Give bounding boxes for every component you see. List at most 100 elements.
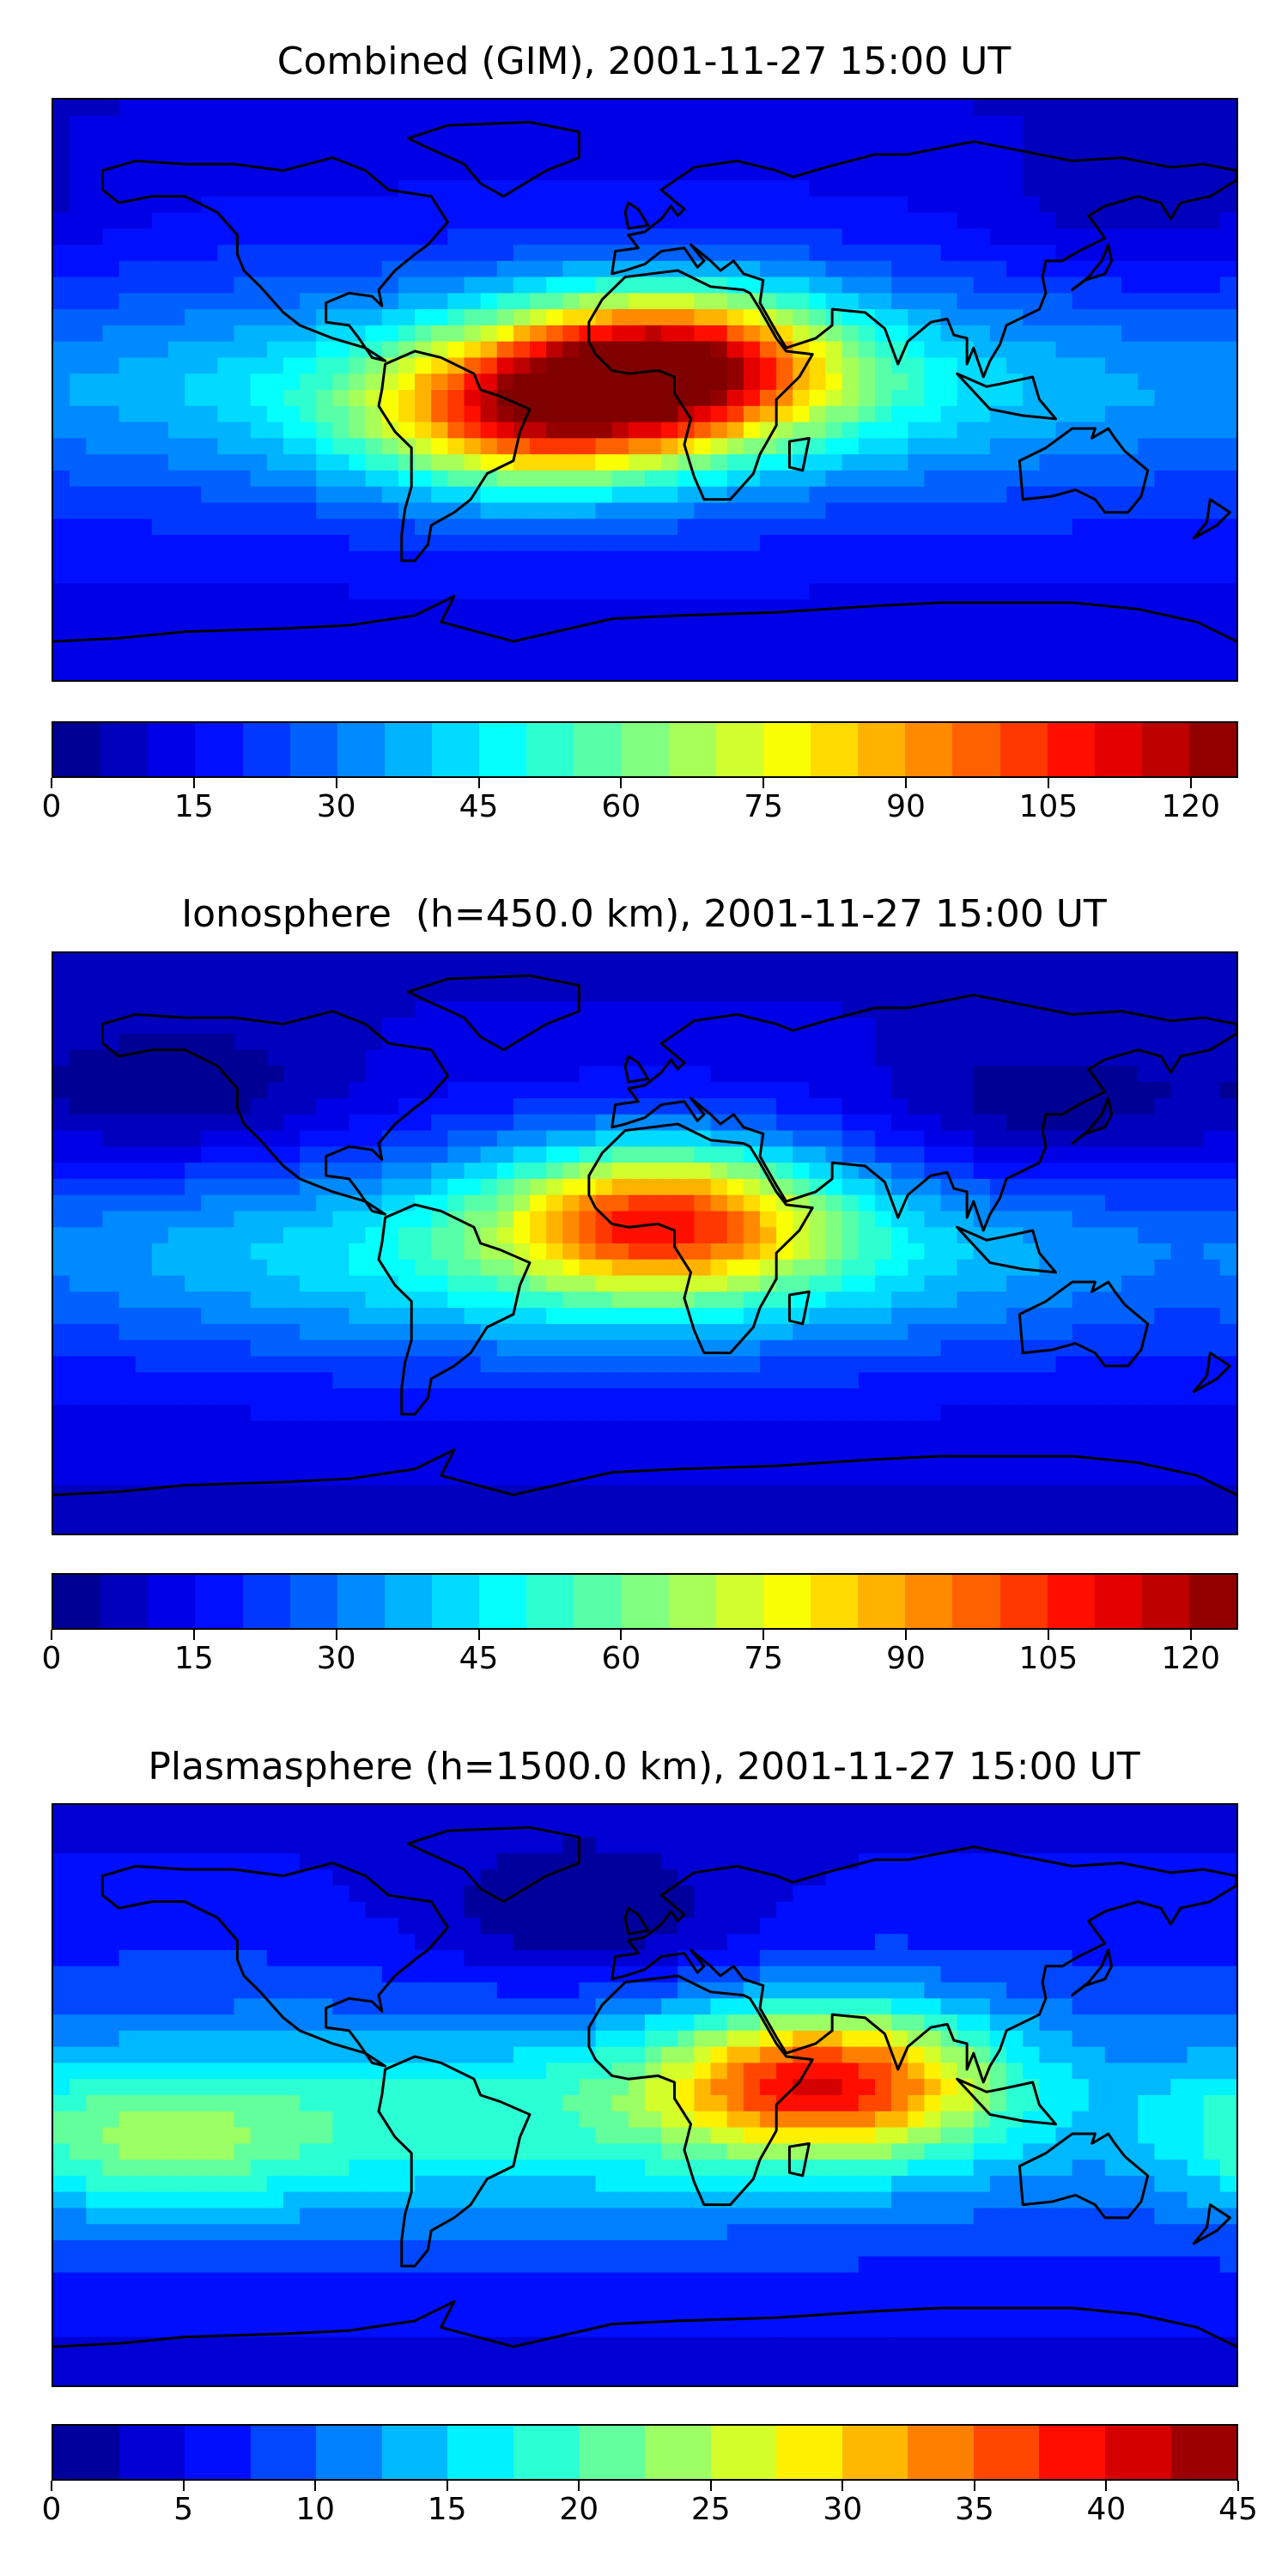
heatmap-cell	[1006, 245, 1024, 262]
heatmap-cell	[135, 583, 153, 600]
heatmap-cell	[973, 1356, 991, 1374]
heatmap-cell	[480, 1404, 498, 1422]
heatmap-cell	[201, 1001, 219, 1018]
heatmap-cell	[661, 1275, 679, 1293]
heatmap-cell	[579, 1404, 597, 1422]
heatmap-cell	[1138, 599, 1156, 617]
heatmap-cell	[940, 438, 958, 455]
heatmap-cell	[381, 1082, 399, 1099]
heatmap-cell	[595, 535, 613, 552]
heatmap-cell	[496, 1275, 514, 1293]
heatmap-cell	[661, 599, 679, 617]
heatmap-cell	[1138, 276, 1156, 295]
heatmap-cell	[86, 390, 104, 407]
heatmap-cell	[710, 1291, 728, 1309]
heatmap-cell	[86, 664, 104, 680]
heatmap-cell	[316, 454, 334, 471]
heatmap-cell	[726, 1323, 744, 1341]
heatmap-cell	[135, 357, 153, 375]
heatmap-cell	[973, 953, 991, 970]
heatmap-cell	[628, 293, 646, 310]
heatmap-cell	[924, 1098, 942, 1115]
heatmap-cell	[1187, 1308, 1205, 1325]
heatmap-cell	[957, 1018, 975, 1035]
heatmap-cell	[201, 1227, 219, 1244]
heatmap-cell	[759, 179, 777, 197]
heatmap-cell	[940, 260, 958, 278]
heatmap-cell	[825, 276, 843, 295]
heatmap-cell	[957, 1001, 975, 1018]
heatmap-cell	[989, 454, 1007, 471]
heatmap-cell	[365, 969, 383, 987]
heatmap-cell	[201, 1049, 219, 1067]
heatmap-cell	[858, 1243, 876, 1261]
heatmap-cell	[611, 1259, 629, 1277]
heatmap-cell	[415, 325, 432, 343]
heatmap-cell	[546, 341, 564, 359]
heatmap-cell	[1006, 131, 1024, 149]
heatmap-cell	[167, 131, 185, 149]
heatmap-cell	[874, 1356, 892, 1374]
heatmap-cell	[496, 550, 514, 568]
heatmap-cell	[891, 212, 909, 230]
heatmap-cell	[530, 1308, 547, 1325]
heatmap-cell	[677, 486, 696, 504]
heatmap-cell	[447, 1130, 465, 1148]
heatmap-cell	[1023, 1066, 1041, 1084]
heatmap-cell	[300, 1323, 318, 1341]
heatmap-cell	[266, 228, 284, 246]
heatmap-cell	[726, 1049, 744, 1067]
heatmap-cell	[677, 228, 696, 246]
heatmap-cell	[185, 664, 203, 680]
heatmap-cell	[118, 1420, 137, 1438]
heatmap-cell	[300, 1420, 318, 1438]
heatmap-cell	[1121, 422, 1139, 440]
heatmap-cell	[217, 1194, 235, 1212]
heatmap-cell	[694, 131, 712, 149]
heatmap-cell	[940, 519, 958, 536]
heatmap-cell	[234, 664, 252, 680]
heatmap-cell	[201, 1356, 219, 1374]
heatmap-cell	[496, 1194, 514, 1212]
heatmap-cell	[86, 1001, 104, 1018]
heatmap-cell	[283, 583, 301, 600]
heatmap-cell	[891, 454, 909, 471]
heatmap-cell	[234, 148, 252, 165]
heatmap-cell	[365, 1178, 383, 1196]
heatmap-cell	[595, 325, 613, 343]
heatmap-cell	[825, 1356, 843, 1374]
heatmap-cell	[776, 374, 794, 391]
heatmap-cell	[891, 1308, 909, 1325]
heatmap-cell	[464, 1243, 482, 1261]
heatmap-cell	[415, 615, 432, 633]
heatmap-cell	[825, 519, 843, 536]
heatmap-cell	[151, 1356, 169, 1374]
heatmap-cell	[398, 1178, 416, 1196]
heatmap-cell	[300, 969, 318, 987]
heatmap-cell	[398, 567, 416, 585]
heatmap-cell	[53, 985, 70, 1003]
heatmap-cell	[185, 131, 203, 149]
heatmap-cell	[874, 374, 892, 391]
heatmap-cell	[793, 486, 811, 504]
heatmap-cell	[316, 357, 334, 375]
heatmap-cell	[349, 1211, 367, 1229]
heatmap-cell	[102, 309, 120, 326]
heatmap-cell	[546, 953, 564, 970]
heatmap-cell	[217, 1082, 235, 1099]
heatmap-cell	[645, 985, 662, 1003]
heatmap-cell	[381, 276, 399, 295]
heatmap-cell	[1055, 1308, 1073, 1325]
heatmap-cell	[201, 422, 219, 440]
heatmap-cell	[694, 599, 712, 617]
heatmap-cell	[628, 1388, 646, 1406]
heatmap-cell	[381, 1404, 399, 1422]
heatmap-cell	[809, 1323, 827, 1341]
heatmap-cell	[185, 405, 203, 423]
heatmap-cell	[940, 148, 958, 165]
heatmap-cell	[1170, 535, 1188, 552]
heatmap-cell	[1170, 664, 1188, 680]
heatmap-cell	[759, 1356, 777, 1374]
heatmap-cell	[743, 1130, 761, 1148]
heatmap-cell	[562, 1243, 580, 1261]
